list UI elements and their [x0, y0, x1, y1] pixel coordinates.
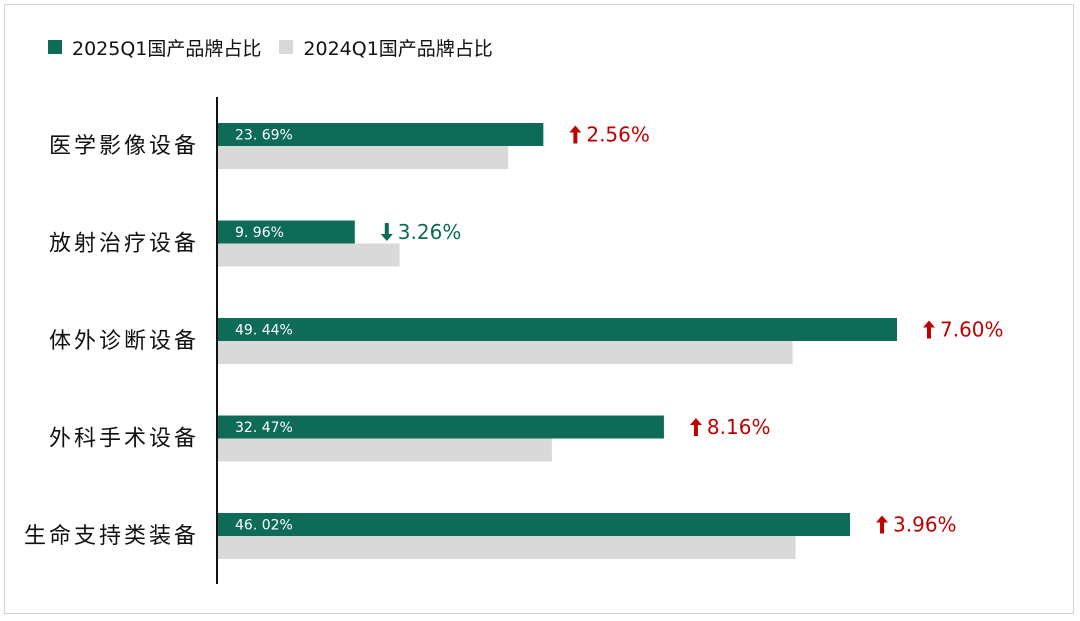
- change-label: 7.60%: [940, 318, 1004, 342]
- legend-swatch-2024q1: [279, 40, 294, 54]
- bar-2024q1: [218, 536, 796, 559]
- bar-2024q1: [218, 438, 552, 462]
- arrow-up-icon: [689, 418, 702, 436]
- category-label: 放射治疗设备: [49, 232, 199, 257]
- arrow-up-icon: [876, 515, 889, 534]
- change-label: 3.96%: [893, 513, 957, 537]
- chart-frame: [4, 4, 1074, 614]
- category-label: 医学影像设备: [49, 134, 199, 159]
- data-label: 32. 47%: [235, 420, 293, 436]
- data-label: 23. 69%: [235, 128, 293, 144]
- bar-2024q1: [218, 341, 793, 364]
- arrow-down-icon: [380, 223, 393, 241]
- bar-2024q1: [218, 243, 400, 267]
- arrow-up-icon: [569, 125, 582, 144]
- bar-2025q1: [218, 415, 664, 439]
- arrow-up-icon: [923, 320, 935, 339]
- change-label: 8.16%: [707, 415, 771, 439]
- data-label: 9. 96%: [235, 225, 284, 241]
- data-label: 46. 02%: [235, 518, 293, 534]
- change-label: 2.56%: [586, 123, 650, 147]
- bar-2025q1: [218, 123, 544, 146]
- bar-2025q1: [218, 318, 897, 341]
- legend: 2025Q1国产品牌占比 2024Q1国产品牌占比: [48, 34, 493, 60]
- bar-2024q1: [218, 146, 509, 169]
- category-label: 外科手术设备: [49, 427, 199, 452]
- legend-label-2024q1: 2024Q1国产品牌占比: [303, 37, 493, 60]
- bar-2025q1: [218, 513, 851, 536]
- category-label: 体外诊断设备: [49, 329, 199, 354]
- change-label: 3.26%: [398, 220, 462, 244]
- category-label: 生命支持类装备: [24, 524, 199, 549]
- legend-label-2025q1: 2025Q1国产品牌占比: [72, 37, 262, 60]
- bar-2025q1: [218, 220, 355, 244]
- legend-item-2024q1: 2024Q1国产品牌占比: [279, 34, 493, 61]
- legend-item-2025q1: 2025Q1国产品牌占比: [48, 34, 261, 61]
- data-label: 49. 44%: [235, 323, 293, 339]
- legend-swatch-2025q1: [48, 40, 62, 54]
